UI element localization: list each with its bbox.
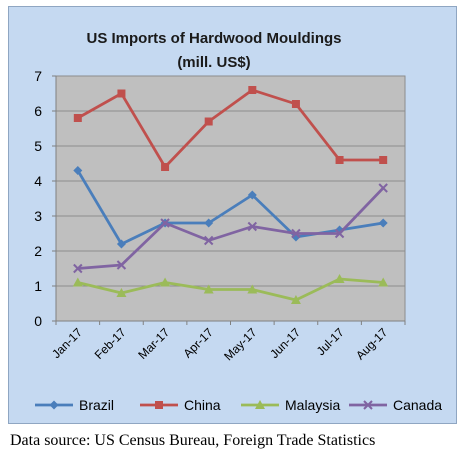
- y-tick-label: 7: [34, 68, 42, 84]
- chart-title: US Imports of Hardwood Mouldings: [87, 30, 342, 47]
- data-point-china: [291, 100, 300, 108]
- x-tick-label: Jul-17: [314, 325, 347, 358]
- data-point-canada: [247, 221, 258, 232]
- data-point-canada: [116, 260, 127, 270]
- x-tick-label: Mar-17: [135, 325, 172, 362]
- plot-area: [55, 75, 406, 322]
- data-point-malaysia: [203, 284, 214, 294]
- line-chart: US Imports of Hardwood Mouldings (mill. …: [34, 30, 442, 413]
- legend-entry-canada: Canada: [349, 397, 442, 413]
- legend-label-china: China: [184, 397, 221, 413]
- data-point-canada: [291, 228, 301, 239]
- data-point-canada: [378, 183, 388, 193]
- chart-frame: US Imports of Hardwood Mouldings (mill. …: [8, 6, 457, 424]
- y-tick-label: 1: [34, 278, 42, 294]
- data-point-china: [204, 117, 213, 126]
- data-point-canada: [73, 263, 83, 274]
- series-line-canada: [77, 187, 385, 270]
- legend-marker-malaysia: [255, 400, 265, 409]
- legend-marker-china: [155, 401, 163, 409]
- data-point-canada: [334, 228, 345, 239]
- data-point-malaysia: [160, 277, 171, 287]
- legend-marker-canada: [363, 400, 373, 410]
- data-point-china: [379, 156, 388, 164]
- data-point-china: [335, 156, 344, 164]
- series-line-china: [77, 88, 384, 169]
- legend-label-brazil: Brazil: [79, 397, 114, 413]
- gridlines: [56, 75, 405, 287]
- data-point-brazil: [73, 166, 83, 175]
- legend-label-canada: Canada: [393, 397, 442, 413]
- data-point-china: [248, 86, 257, 94]
- chart-subtitle: (mill. US$): [177, 54, 250, 71]
- x-tick-label: Feb-17: [92, 325, 129, 362]
- series-lines: [72, 86, 389, 304]
- legend-marker-brazil: [49, 400, 59, 410]
- data-point-malaysia: [334, 274, 345, 283]
- data-point-malaysia: [378, 277, 389, 287]
- series-line-brazil: [76, 169, 384, 246]
- legend: Brazil China Malaysia Canada: [35, 397, 442, 413]
- legend-label-malaysia: Malaysia: [285, 397, 340, 413]
- data-point-brazil: [204, 218, 214, 228]
- data-point-china: [161, 163, 170, 171]
- data-point-china: [73, 114, 82, 122]
- legend-entry-china: China: [140, 397, 221, 413]
- x-tick-label: Apr-17: [180, 325, 216, 361]
- y-tick-label: 4: [34, 173, 42, 189]
- legend-entry-malaysia: Malaysia: [241, 397, 340, 413]
- x-tick-label: May-17: [221, 325, 259, 363]
- data-point-china: [117, 89, 126, 98]
- y-tick-label: 2: [34, 243, 42, 259]
- data-point-brazil: [378, 218, 388, 228]
- data-point-brazil: [116, 239, 126, 249]
- legend-entry-brazil: Brazil: [35, 397, 114, 413]
- data-point-canada: [160, 218, 170, 228]
- series-line-malaysia: [77, 277, 384, 302]
- y-tick-label: 6: [34, 103, 42, 119]
- y-tick-label: 3: [34, 208, 42, 224]
- data-point-malaysia: [72, 277, 83, 287]
- data-point-malaysia: [116, 288, 127, 297]
- data-point-brazil: [247, 190, 257, 200]
- x-tick-label: Jan-17: [49, 325, 85, 361]
- y-tick-label: 5: [34, 138, 42, 154]
- y-tick-label: 0: [34, 313, 42, 329]
- x-tick-label: Aug-17: [353, 325, 390, 362]
- data-point-malaysia: [247, 284, 258, 294]
- x-tick-label: Jun-17: [267, 325, 303, 361]
- data-point-canada: [203, 235, 214, 246]
- source-note: Data source: US Census Bureau, Foreign T…: [10, 432, 376, 449]
- data-point-malaysia: [290, 295, 301, 304]
